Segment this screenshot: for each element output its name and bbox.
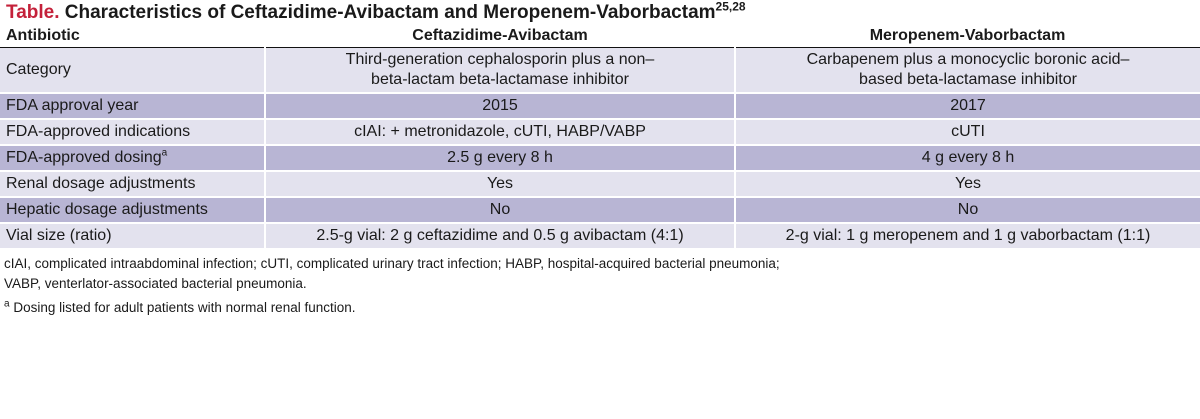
header-meropenem: Meropenem-Vaborbactam [735, 24, 1200, 48]
header-ceftazidime: Ceftazidime-Avibactam [265, 24, 735, 48]
table-row: Category Third-generation cephalosporin p… [0, 47, 1200, 93]
cell-value: Third-generation cephalosporin plus a no… [264, 47, 735, 93]
cell-text: Vial size (ratio) [6, 227, 112, 244]
footnote-mark: a [4, 298, 10, 310]
cell-value: 2017 [734, 92, 1200, 119]
cell-text: FDA-approved dosing [6, 149, 162, 166]
table-row: FDA-approved dosinga 2.5 g every 8 h 4 g e… [0, 144, 1200, 171]
title-refs: 25,28 [715, 0, 746, 14]
cell-text: Renal dosage adjustments [6, 175, 196, 192]
cell-text: 2.5-g vial: 2 g ceftazidime and 0.5 g av… [316, 227, 684, 244]
row-label: Vial size (ratio) [0, 222, 265, 248]
cell-text: FDA approval year [6, 97, 139, 114]
title-text: Characteristics of Ceftazidime-Avibactam… [64, 2, 716, 23]
table-row: Renal dosage adjustments Yes Yes [0, 170, 1200, 197]
cell-value: 2015 [264, 92, 735, 119]
row-label: FDA approval year [0, 92, 265, 119]
cell-text: 2-g vial: 1 g meropenem and 1 g vaborbac… [785, 227, 1151, 244]
table-row: Hepatic dosage adjustments No No [0, 196, 1200, 223]
cell-text: cUTI [951, 123, 985, 140]
abbrev-line2: VABP, venterlator-associated bacterial p… [4, 276, 307, 291]
footnote-text: Dosing listed for adult patients with no… [9, 300, 356, 315]
cell-text: Hepatic dosage adjustments [6, 201, 208, 218]
abbreviations: cIAI, complicated intraabdominal infecti… [4, 254, 1196, 294]
cell-value: cIAI: + metronidazole, cUTI, HABP/VABP [264, 118, 735, 145]
table-row: Vial size (ratio) 2.5-g vial: 2 g ceftazi… [0, 222, 1200, 248]
footnote-ref: a [161, 147, 168, 159]
table-row: FDA approval year 2015 2017 [0, 92, 1200, 119]
table-title: Table. Characteristics of Ceftazidime-Av… [0, 0, 1200, 24]
header-row: Antibiotic Ceftazidime-Avibactam Meropen… [0, 24, 1200, 48]
row-label: Hepatic dosage adjustments [0, 196, 265, 223]
cell-value: Carbapenem plus a monocyclic boronic aci… [734, 47, 1200, 93]
title-label: Table. [6, 2, 60, 23]
cell-value: No [734, 196, 1200, 223]
cell-value: Yes [734, 170, 1200, 197]
cell-text: 2015 [482, 97, 518, 114]
cell-value: Yes [264, 170, 735, 197]
table-row: FDA-approved indications cIAI: + metronid… [0, 118, 1200, 145]
cell-text: 2017 [950, 97, 986, 114]
header-antibiotic: Antibiotic [0, 24, 265, 48]
abbrev-line1: cIAI, complicated intraabdominal infecti… [4, 256, 780, 271]
cell-value: 2.5 g every 8 h [264, 144, 735, 171]
cell-value: 2.5-g vial: 2 g ceftazidime and 0.5 g av… [264, 222, 735, 248]
cell-text: No [957, 201, 979, 218]
cell-text: FDA-approved indications [6, 123, 191, 140]
row-label: FDA-approved dosinga [0, 144, 265, 171]
row-label: Category [0, 47, 265, 93]
cell-text: cIAI: + metronidazole, cUTI, HABP/VABP [354, 123, 646, 140]
cell-value: 4 g every 8 h [734, 144, 1200, 171]
cell-text: No [489, 201, 511, 218]
cell-value: 2-g vial: 1 g meropenem and 1 g vaborbac… [734, 222, 1200, 248]
cell-text: 4 g every 8 h [921, 149, 1015, 166]
cell-text: Yes [954, 175, 982, 192]
row-label: FDA-approved indications [0, 118, 265, 145]
characteristics-table: Antibiotic Ceftazidime-Avibactam Meropen… [0, 24, 1200, 248]
cell-text: Yes [486, 175, 514, 192]
cell-text: 2.5 g every 8 h [447, 149, 553, 166]
row-label: Renal dosage adjustments [0, 170, 265, 197]
cell-value: No [264, 196, 735, 223]
cell-value: cUTI [734, 118, 1200, 145]
cell-text: Category [6, 61, 71, 78]
cell-text: Carbapenem plus a monocyclic boronic aci… [806, 51, 1130, 88]
footnote-a: a Dosing listed for adult patients with … [4, 298, 1196, 318]
footnotes: cIAI, complicated intraabdominal infecti… [0, 248, 1200, 318]
cell-text: Third-generation cephalosporin plus a no… [345, 51, 655, 88]
